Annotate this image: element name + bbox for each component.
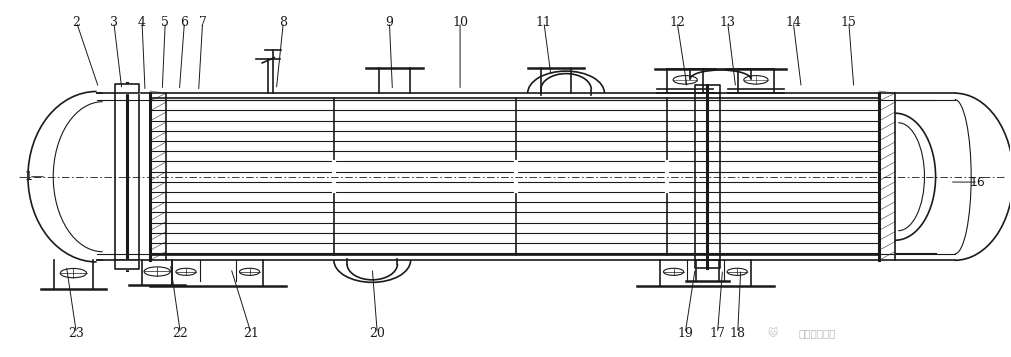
Text: 13: 13 bbox=[720, 16, 736, 29]
Text: 22: 22 bbox=[173, 327, 188, 340]
Text: 12: 12 bbox=[669, 16, 685, 29]
Text: 16: 16 bbox=[971, 176, 986, 188]
Text: 8: 8 bbox=[279, 16, 287, 29]
Text: 3: 3 bbox=[110, 16, 117, 29]
Text: 6: 6 bbox=[180, 16, 188, 29]
Text: 7: 7 bbox=[199, 16, 206, 29]
Text: 1: 1 bbox=[25, 170, 33, 183]
Text: 2: 2 bbox=[73, 16, 80, 29]
Polygon shape bbox=[115, 260, 139, 269]
Text: 11: 11 bbox=[536, 16, 552, 29]
Polygon shape bbox=[115, 84, 139, 93]
Text: 23: 23 bbox=[69, 327, 84, 340]
Text: 14: 14 bbox=[786, 16, 802, 29]
Text: 🐱: 🐱 bbox=[768, 328, 778, 338]
Text: 18: 18 bbox=[730, 327, 746, 340]
Text: 20: 20 bbox=[369, 327, 385, 340]
Text: 17: 17 bbox=[710, 327, 726, 340]
Text: 10: 10 bbox=[452, 16, 468, 29]
Text: 9: 9 bbox=[385, 16, 393, 29]
Text: 19: 19 bbox=[677, 327, 694, 340]
Text: 5: 5 bbox=[162, 16, 169, 29]
Text: 4: 4 bbox=[139, 16, 146, 29]
Text: 化工设备笔记: 化工设备笔记 bbox=[799, 328, 836, 338]
Text: 15: 15 bbox=[841, 16, 856, 29]
Text: 21: 21 bbox=[243, 327, 259, 340]
